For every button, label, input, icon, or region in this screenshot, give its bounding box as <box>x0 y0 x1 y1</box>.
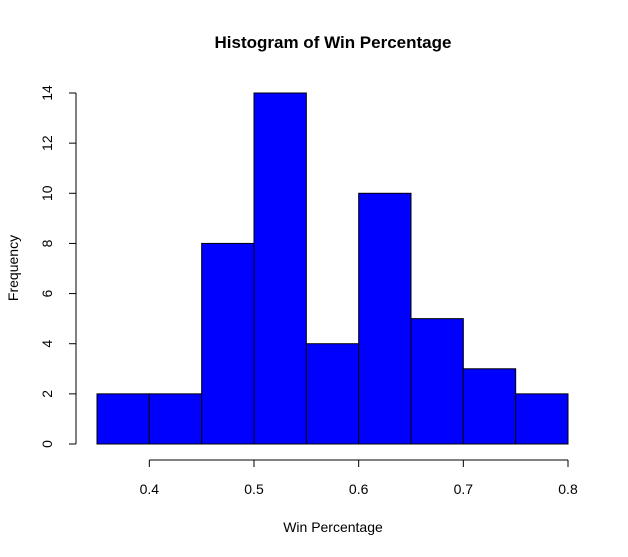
chart-title: Histogram of Win Percentage <box>215 33 452 52</box>
y-tick-label-2: 4 <box>39 340 55 348</box>
y-tick-label-0: 0 <box>39 440 55 448</box>
x-axis-label: Win Percentage <box>283 519 383 535</box>
histogram-bar-7 <box>462 368 517 445</box>
y-tick-label-3: 6 <box>39 289 55 297</box>
y-tick-label-5: 10 <box>39 185 55 201</box>
histogram-bar-4 <box>305 343 360 445</box>
y-axis: 0 2 4 6 8 10 12 14 <box>39 85 77 448</box>
x-tick-label-0: 0.4 <box>140 481 160 497</box>
x-tick-label-4: 0.8 <box>558 481 578 497</box>
x-tick-label-2: 0.6 <box>349 481 369 497</box>
y-tick-label-1: 2 <box>39 390 55 398</box>
histogram-bar-3 <box>253 92 307 445</box>
x-axis: 0.4 0.5 0.6 0.7 0.8 <box>140 459 578 497</box>
histogram-bar-1 <box>148 393 203 445</box>
y-tick-label-6: 12 <box>39 135 55 151</box>
y-axis-label: Frequency <box>5 235 21 301</box>
histogram-bar-8 <box>515 393 569 445</box>
x-tick-label-3: 0.7 <box>454 481 474 497</box>
histogram-bar-6 <box>410 318 464 445</box>
bars-group <box>96 92 569 445</box>
histogram-bar-0 <box>96 393 150 445</box>
x-tick-label-1: 0.5 <box>244 481 264 497</box>
y-tick-label-4: 8 <box>39 239 55 247</box>
histogram-bar-5 <box>358 192 412 445</box>
y-tick-label-7: 14 <box>39 85 55 101</box>
histogram-bar-2 <box>201 242 255 445</box>
